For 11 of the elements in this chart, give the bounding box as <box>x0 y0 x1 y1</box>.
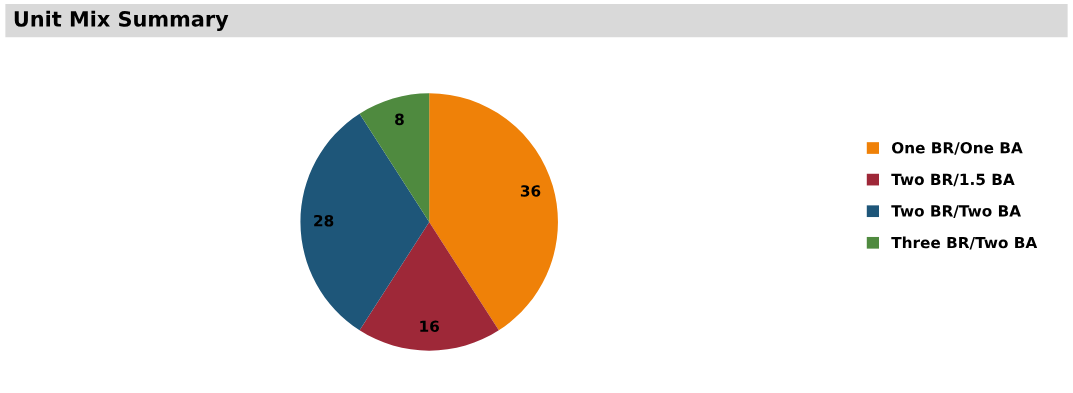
data-label: 36 <box>520 185 541 197</box>
pie-slice <box>359 93 430 223</box>
data-label: 28 <box>314 214 334 227</box>
data-label: 8 <box>395 113 404 126</box>
legend-label: Three BR/Two BA <box>891 236 1038 250</box>
text: Unit Mix Summary <box>14 10 229 31</box>
legend-label: Two BR/Two BA <box>891 205 1021 218</box>
legend-label: One BR/One BA <box>891 141 1023 155</box>
legend-label: Two BR/1.5 BA <box>891 173 1015 187</box>
pie-slice <box>359 222 499 351</box>
data-label: 16 <box>420 320 440 333</box>
